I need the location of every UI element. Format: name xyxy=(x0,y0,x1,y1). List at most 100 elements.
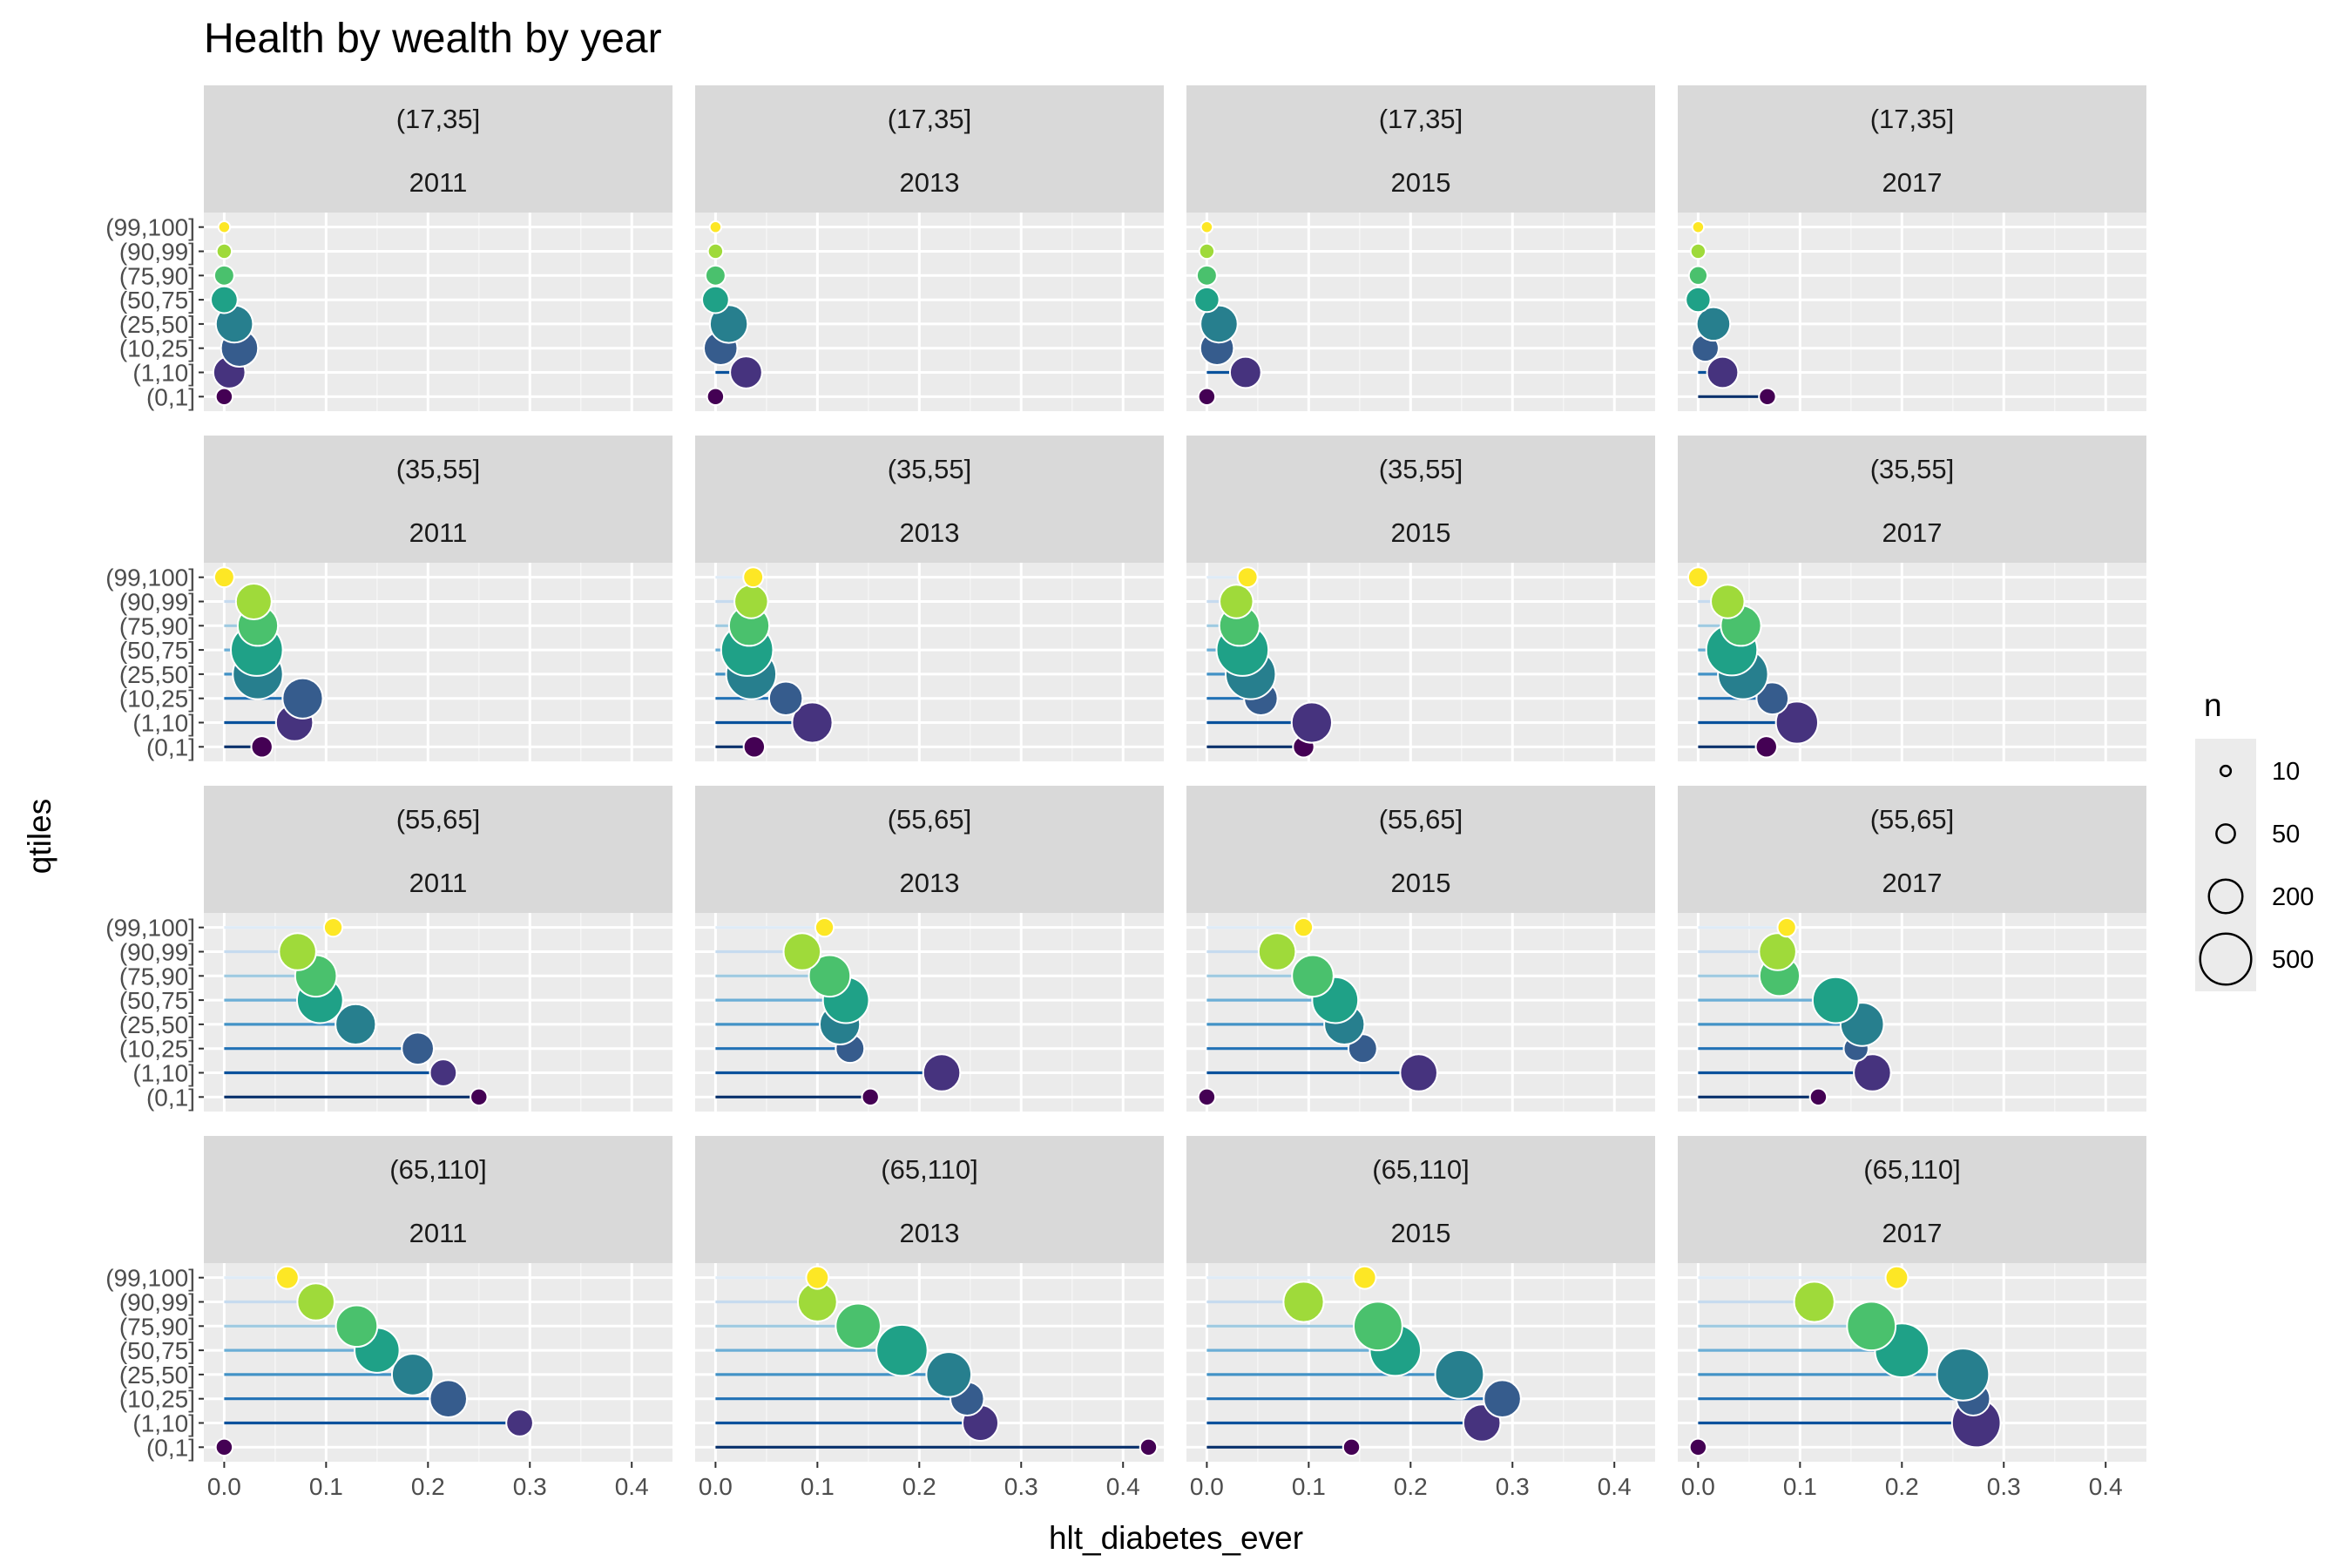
facet-panel: (17,35] 2013 xyxy=(695,85,1164,411)
y-tick-label: (10,25] xyxy=(119,1386,195,1413)
y-tick-label: (10,25] xyxy=(119,1036,195,1063)
facet-panels: (17,35]2011(0,1](1,10](10,25](25,50](50,… xyxy=(105,85,2146,1500)
y-tick-label: (75,90] xyxy=(119,262,195,289)
y-tick-label: (0,1] xyxy=(146,383,195,410)
strip-label-year: 2017 xyxy=(1882,517,1943,548)
y-tick-label: (1,10] xyxy=(132,1410,195,1437)
lollipop-point xyxy=(1710,584,1746,619)
strip-label-age: (55,65] xyxy=(888,804,972,835)
x-tick-label: 0.3 xyxy=(1987,1473,2021,1500)
x-tick-label: 0.1 xyxy=(1292,1473,1326,1500)
lollipop-point xyxy=(814,917,835,938)
lollipop-point xyxy=(708,304,749,344)
legend-key-background xyxy=(2195,739,2256,991)
x-tick-label: 0.1 xyxy=(801,1473,835,1500)
lollipop-point xyxy=(805,1265,830,1290)
y-tick-label: (1,10] xyxy=(132,360,195,387)
y-tick-label: (75,90] xyxy=(119,1313,195,1340)
facet-strip xyxy=(204,85,672,213)
y-tick-label: (50,75] xyxy=(119,637,195,664)
lollipop-point xyxy=(1689,242,1707,260)
lollipop-point xyxy=(925,1351,973,1398)
lollipop-point xyxy=(1706,355,1740,389)
lollipop-point xyxy=(1193,286,1220,314)
lollipop-point xyxy=(1197,387,1217,407)
facet-strip xyxy=(1678,786,2146,913)
lollipop-point xyxy=(1687,265,1709,286)
y-tick-label: (90,99] xyxy=(119,588,195,615)
lollipop-point xyxy=(922,1053,962,1092)
lollipop-point xyxy=(875,1323,929,1377)
lollipop-point xyxy=(706,387,726,407)
strip-label-age: (17,35] xyxy=(1379,104,1463,134)
facet-strip xyxy=(1186,1136,1655,1263)
facet-strip xyxy=(1186,786,1655,913)
y-tick-label: (0,1] xyxy=(146,1084,195,1111)
x-axis-title: hlt_diabetes_ever xyxy=(1049,1520,1303,1556)
lollipop-point xyxy=(1685,286,1712,314)
lollipop-point xyxy=(335,1304,379,1348)
lollipop-point xyxy=(808,954,852,998)
strip-label-year: 2011 xyxy=(409,517,468,548)
x-tick-label: 0.2 xyxy=(1885,1473,1919,1500)
facet-strip xyxy=(1186,436,1655,563)
lollipop-point xyxy=(1293,917,1315,938)
lollipop-point xyxy=(1399,1053,1438,1092)
facet-panel: (55,65] 2013 xyxy=(695,786,1164,1112)
lollipop-point xyxy=(1219,584,1254,619)
x-tick-label: 0.1 xyxy=(1783,1473,1817,1500)
lollipop-point xyxy=(296,1282,335,1321)
strip-label-age: (55,65] xyxy=(396,804,481,835)
facet-panel: (55,65] 2017 xyxy=(1678,786,2146,1112)
lollipop-point xyxy=(1352,1265,1377,1290)
lollipop-point xyxy=(767,680,804,716)
lollipop-point xyxy=(401,1031,435,1066)
x-tick-label: 0.0 xyxy=(207,1473,241,1500)
x-tick-label: 0.0 xyxy=(1190,1473,1224,1500)
x-tick-label: 0.4 xyxy=(2089,1473,2123,1500)
lollipop-point xyxy=(470,1087,489,1107)
y-tick-label: (1,10] xyxy=(132,710,195,737)
strip-label-year: 2013 xyxy=(900,167,960,198)
strip-label-year: 2015 xyxy=(1391,517,1451,548)
plot-background xyxy=(1186,213,1655,411)
y-tick-label: (0,1] xyxy=(146,733,195,760)
lollipop-point xyxy=(1776,917,1797,938)
lollipop-point xyxy=(250,735,274,759)
strip-label-year: 2017 xyxy=(1882,1218,1943,1248)
legend-key-circle xyxy=(2199,932,2253,986)
lollipop-point xyxy=(791,701,834,744)
strip-label-age: (65,110] xyxy=(1372,1154,1469,1185)
y-tick-label: (99,100] xyxy=(105,214,195,241)
lollipop-point xyxy=(1195,264,1218,287)
strip-label-age: (55,65] xyxy=(1870,804,1955,835)
x-tick-label: 0.1 xyxy=(309,1473,343,1500)
strip-label-year: 2015 xyxy=(1391,1218,1451,1248)
legend-label: 50 xyxy=(2272,821,2300,848)
y-tick-label: (99,100] xyxy=(105,1265,195,1292)
y-tick-label: (25,50] xyxy=(119,1362,195,1389)
lollipop-point xyxy=(1290,701,1333,744)
facet-panel: (35,55] 2015 xyxy=(1186,436,1655,761)
lollipop-point xyxy=(1434,1349,1485,1400)
plot-background xyxy=(204,213,672,411)
lollipop-point xyxy=(1139,1437,1159,1457)
size-legend: n 10 50 200 500 xyxy=(2195,687,2314,991)
lollipop-point xyxy=(1936,1348,1990,1402)
y-tick-label: (90,99] xyxy=(119,938,195,965)
strip-label-year: 2015 xyxy=(1391,868,1451,898)
strip-label-age: (35,55] xyxy=(1870,454,1955,484)
lollipop-point xyxy=(1884,1265,1909,1290)
lollipop-point xyxy=(213,566,235,589)
lollipop-point xyxy=(1291,954,1335,998)
y-tick-label: (1,10] xyxy=(132,1060,195,1087)
plot-background xyxy=(695,213,1164,411)
lollipop-point xyxy=(1197,1087,1217,1107)
legend-title: n xyxy=(2204,687,2222,723)
lollipop-point xyxy=(274,1265,300,1290)
facet-strip xyxy=(1678,1136,2146,1263)
lollipop-point xyxy=(1198,242,1216,260)
lollipop-point xyxy=(1758,932,1797,971)
strip-label-year: 2013 xyxy=(900,517,960,548)
lollipop-point xyxy=(1754,735,1778,759)
